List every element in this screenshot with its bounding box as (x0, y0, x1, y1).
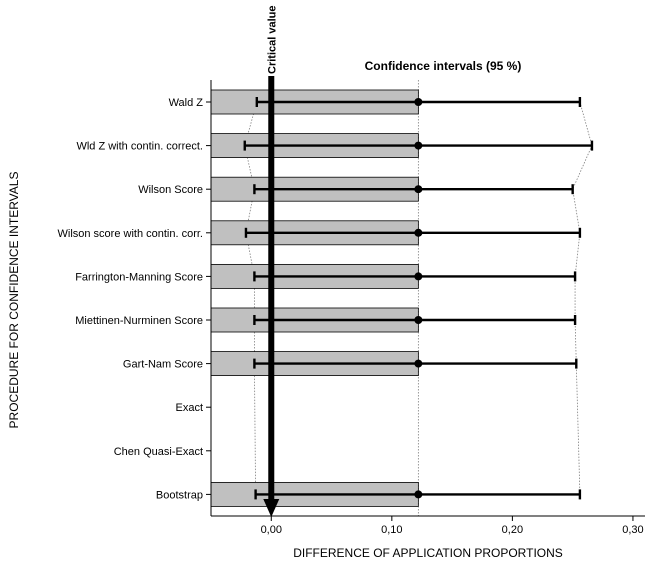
category-label: Wld Z with contin. correct. (76, 141, 203, 153)
bars-group (210, 89, 419, 507)
upper-connector-line (574, 319, 577, 364)
category-label: Wilson Score (138, 184, 203, 196)
point-estimate-marker (414, 490, 423, 499)
y-ticks-group: Wald Z Wld Z with contin. correct. Wilson … (58, 97, 211, 501)
point-estimate-marker (414, 141, 423, 150)
upper-connector-line (572, 189, 581, 233)
x-ticks-group: 0,00 0,10 0,20 0,30 (261, 516, 644, 536)
critical-value-label: Critical value (266, 6, 278, 74)
category-label: Bootstrap (156, 489, 203, 501)
category-label: Miettinen-Nurminen Score (75, 315, 203, 327)
x-axis-title: DIFFERENCE OF APPLICATION PROPORTIONS (293, 546, 563, 560)
point-estimate-marker (414, 228, 423, 237)
point-estimate-marker (414, 185, 423, 194)
x-tick-label: 0,10 (381, 524, 402, 536)
axes-group (210, 80, 645, 517)
x-tick-label: 0,30 (622, 524, 643, 536)
point-estimate-marker (414, 359, 423, 368)
upper-connector-line (572, 145, 593, 190)
point-estimate-marker (414, 316, 423, 324)
category-label: Chen Quasi-Exact (114, 446, 203, 458)
critical-value-arrowhead (263, 499, 280, 517)
point-estimate-marker (414, 272, 423, 281)
category-label: Wald Z (169, 97, 204, 109)
upper-connector-line (575, 363, 581, 495)
y-axis-title: PROCEDURE FOR CONFIDENCE INTERVALS (7, 172, 21, 429)
category-label: Wilson score with contin. corr. (58, 228, 204, 240)
lower-connector-line (254, 363, 257, 495)
critical-value-group (263, 76, 280, 517)
category-label: Gart-Nam Score (123, 359, 203, 371)
category-label: Farrington-Manning Score (75, 271, 203, 283)
point-estimate-marker (414, 98, 423, 106)
upper-connector-line (579, 101, 593, 146)
category-label: Exact (175, 402, 203, 414)
upper-connector-line (574, 232, 581, 277)
chart-title: Confidence intervals (95 %) (365, 59, 522, 73)
intervals-group (243, 97, 594, 500)
x-tick-label: 0,20 (502, 524, 523, 536)
x-tick-label: 0,00 (261, 524, 282, 536)
